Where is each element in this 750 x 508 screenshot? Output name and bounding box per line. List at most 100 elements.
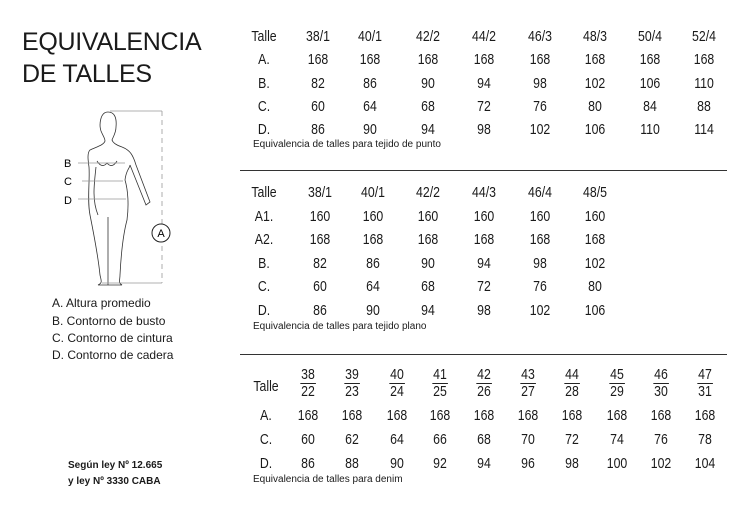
size-numerator: 43 [520,366,536,384]
label-b: B [64,158,71,170]
size-denominator: 25 [433,383,447,400]
table-cell: 168 [341,407,363,424]
row-label: C. [259,431,273,448]
header-label: Talle [251,28,277,45]
table-cell: 82 [311,75,325,92]
table-cell: 168 [561,407,583,424]
table-cell: 64 [390,431,404,448]
table-cell: 168 [429,407,451,424]
size-denominator: 30 [654,383,668,400]
table-cell: 86 [301,455,315,472]
table-caption: Equivalencia de talles para denim [253,474,403,485]
table-cell: 60 [313,278,327,295]
size-numerator: 42 [476,366,492,384]
row-label: B. [258,255,270,272]
table-cell: 98 [533,75,547,92]
table-cell: 168 [639,51,661,68]
size-header: 42/2 [416,184,440,201]
table-cell: 76 [654,431,668,448]
size-denominator: 31 [698,383,712,400]
table-cell: 86 [363,75,377,92]
size-header: 50/4 [638,28,662,45]
table-cell: 62 [345,431,359,448]
table-cell: 168 [417,231,439,248]
table-cell: 102 [584,75,606,92]
table-cell: 102 [529,302,551,319]
row-label: D. [257,121,271,138]
table-cell: 98 [565,455,579,472]
size-header: 42/2 [416,28,440,45]
table-cell: 100 [606,455,628,472]
table-cell: 168 [517,407,539,424]
row-label: D. [259,455,273,472]
table-cell: 94 [421,302,435,319]
table-cell: 96 [521,455,535,472]
table-cell: 68 [477,431,491,448]
legend-c: C. Contorno de cintura [52,331,173,345]
table-cell: 90 [363,121,377,138]
size-denominator: 22 [301,383,315,400]
size-header: 46/4 [528,184,552,201]
size-header: 40/1 [361,184,385,201]
size-denominator: 26 [477,383,491,400]
title-line-2: DE TALLES [22,60,152,88]
table-cell: 106 [584,121,606,138]
law-line-2: y ley Nº 3330 CABA [68,476,161,487]
table-cell: 90 [421,255,435,272]
height-marker: A [157,228,165,240]
table-cell: 168 [584,231,606,248]
table-cell: 110 [640,121,660,138]
table-cell: 160 [309,208,331,225]
size-header: 42 26 [476,366,492,400]
table-caption: Equivalencia de talles para tejido de pu… [253,139,441,150]
table-cell: 80 [588,278,602,295]
table-cell: 90 [421,75,435,92]
size-numerator: 47 [697,366,713,384]
size-numerator: 38 [300,366,316,384]
size-numerator: 44 [564,366,580,384]
size-header: 43 27 [520,366,536,399]
table-cell: 94 [477,455,491,472]
row-label: C. [257,278,271,295]
table-cell: 94 [477,255,491,272]
size-header: 38/1 [308,184,332,201]
table-cell: 98 [477,121,491,138]
table-cell: 104 [694,455,716,472]
table-cell: 168 [386,407,408,424]
table-cell: 76 [533,98,547,115]
table-cell: 168 [606,407,628,424]
size-denominator: 29 [610,383,624,400]
table-cell: 64 [366,278,380,295]
table-cell: 168 [307,51,329,68]
divider [240,354,727,355]
table-cell: 88 [345,455,359,472]
size-header: 39 23 [344,367,360,399]
size-denominator: 24 [390,383,404,400]
table-cell: 110 [694,75,714,92]
body-figure: A B C D [64,110,171,286]
table-cell: 86 [313,302,327,319]
table-cell: 78 [698,431,712,448]
size-header: 40 24 [389,367,405,400]
label-c: C [64,176,72,188]
table-cell: 168 [473,51,495,68]
table-cell: 160 [417,208,439,225]
table-cell: 74 [610,431,624,448]
table-cell: 90 [390,455,404,472]
row-label: A. [258,51,270,68]
table-cell: 106 [639,75,661,92]
divider [240,170,727,171]
size-header: 44/2 [472,28,496,45]
table-cell: 94 [421,121,435,138]
table-cell: 168 [417,51,439,68]
table-cell: 114 [694,121,714,138]
size-header: 48/5 [583,184,607,201]
table-cell: 168 [473,231,495,248]
table-cell: 90 [366,302,380,319]
size-header: 48/3 [583,28,607,45]
size-header: 46 30 [653,367,669,400]
table-cell: 70 [521,431,535,448]
table-cell: 168 [694,407,716,424]
legend-d: D. Contorno de cadera [52,348,174,362]
table-cell: 66 [433,431,447,448]
